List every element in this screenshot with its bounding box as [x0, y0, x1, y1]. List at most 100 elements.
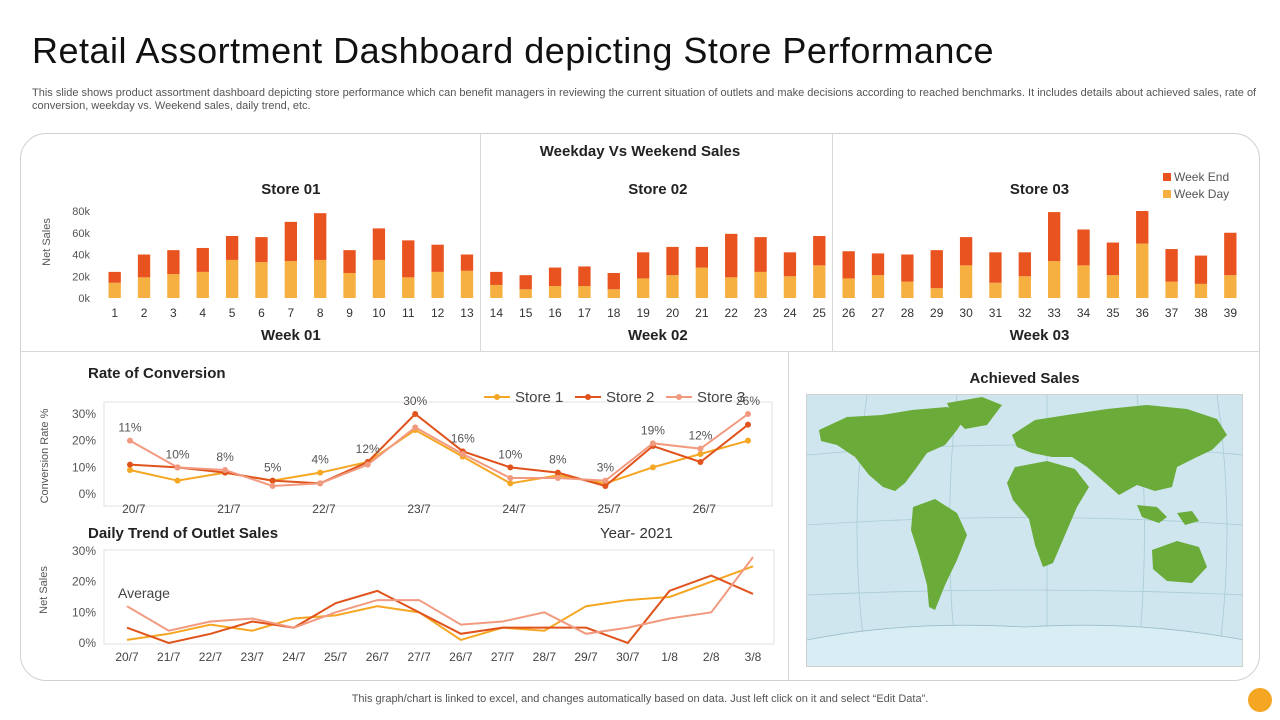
conversion-chart-title: Rate of Conversion	[88, 365, 226, 382]
bar-x-tick-label: 15	[519, 306, 533, 320]
trend-line-3	[126, 556, 754, 635]
continent-north-america	[819, 407, 967, 491]
bar-week-end-29	[930, 250, 943, 289]
bar-x-tick-label: 10	[372, 306, 386, 320]
bar-x-tick-label: 14	[490, 306, 504, 320]
bar-week-day-26	[842, 278, 855, 298]
bar-x-tick-label: 39	[1224, 306, 1238, 320]
world-map	[806, 394, 1243, 667]
legend-label-store-2: Store 2	[606, 389, 654, 406]
bar-x-tick-label: 25	[813, 306, 827, 320]
bar-week-day-17	[578, 286, 591, 298]
bar-y-tick-label: 0k	[78, 293, 90, 305]
bar-week-end-39	[1224, 232, 1237, 276]
bar-y-tick-label: 60k	[72, 228, 90, 240]
conversion-point	[317, 480, 324, 487]
conversion-x-tick-label: 24/7	[502, 502, 526, 516]
bar-x-tick-label: 34	[1077, 306, 1091, 320]
bar-week-end-31	[989, 252, 1002, 283]
conversion-data-label: 10%	[166, 447, 190, 461]
bar-week-end-5	[225, 236, 239, 260]
conversion-line-store-3	[129, 413, 749, 488]
conversion-data-label: 19%	[641, 423, 665, 437]
bar-week-day-7	[284, 261, 297, 298]
trend-chart-title: Daily Trend of Outlet Sales	[88, 525, 278, 542]
trend-x-tick-label: 22/7	[199, 650, 223, 664]
bar-week-end-2	[137, 254, 151, 278]
bar-week-end-7	[284, 221, 297, 262]
conversion-point	[269, 483, 276, 489]
bar-x-tick-label: 27	[871, 306, 885, 320]
bar-x-tick-label: 20	[666, 306, 680, 320]
conversion-point	[745, 437, 751, 444]
page-title: Retail Assortment Dashboard depicting St…	[32, 30, 994, 71]
bar-week-day-35	[1106, 275, 1120, 298]
trend-x-tick-label: 21/7	[157, 650, 181, 664]
bar-week-end-28	[901, 254, 914, 282]
bar-week-day-5	[225, 259, 239, 298]
trend-x-tick-label: 20/7	[115, 650, 139, 664]
continent-antarctica	[807, 625, 1242, 666]
bar-week-day-22	[725, 277, 738, 298]
week-group-label: Week 02	[628, 327, 688, 344]
bar-x-tick-label: 26	[842, 306, 856, 320]
bar-week-day-14	[490, 284, 503, 298]
bar-x-tick-label: 11	[402, 306, 415, 320]
bar-week-end-11	[402, 240, 415, 278]
bar-week-end-37	[1165, 249, 1178, 282]
bar-x-tick-label: 30	[959, 306, 973, 320]
bar-week-day-10	[372, 259, 386, 298]
conversion-point	[507, 464, 514, 471]
bar-week-day-18	[607, 289, 620, 298]
bar-x-tick-label: 12	[431, 306, 445, 320]
conversion-data-label: 8%	[216, 450, 234, 464]
bar-week-day-32	[1018, 276, 1031, 298]
trend-x-tick-label: 2/8	[703, 650, 720, 664]
conversion-point	[649, 464, 656, 471]
bar-x-tick-label: 37	[1165, 306, 1179, 320]
trend-line-2	[126, 574, 754, 645]
legend-label-store-1: Store 1	[515, 389, 563, 406]
bar-x-tick-label: 29	[930, 306, 944, 320]
bar-chart-title: Weekday Vs Weekend Sales	[540, 143, 740, 160]
bar-week-end-9	[343, 250, 356, 273]
bar-week-day-11	[402, 277, 415, 298]
conversion-y-tick-label: 30%	[72, 407, 96, 421]
conversion-point	[412, 411, 419, 417]
bar-week-day-33	[1048, 261, 1061, 298]
conversion-y-tick-label: 0%	[79, 487, 97, 501]
conversion-point	[602, 477, 609, 484]
bar-week-day-29	[930, 288, 943, 298]
bar-week-day-24	[783, 276, 797, 298]
conversion-x-tick-label: 25/7	[598, 502, 622, 516]
bar-week-day-3	[167, 274, 180, 298]
legend-label-week-end: Week End	[1174, 170, 1229, 184]
bar-week-day-20	[666, 275, 679, 298]
conversion-point	[269, 477, 276, 484]
conversion-point	[459, 451, 466, 457]
bar-week-day-15	[519, 289, 532, 298]
bar-week-day-12	[431, 271, 444, 298]
conversion-point	[507, 480, 514, 487]
conversion-point	[174, 464, 181, 471]
conversion-data-label: 8%	[549, 453, 567, 467]
bar-week-end-16	[548, 267, 562, 287]
page-subtitle: This slide shows product assortment dash…	[32, 87, 1257, 112]
bar-week-end-1	[108, 271, 121, 283]
bar-x-tick-label: 9	[346, 306, 353, 320]
conversion-data-label: 4%	[311, 453, 329, 467]
continent-australia	[1152, 541, 1207, 583]
bar-week-end-36	[1136, 211, 1149, 244]
bar-y-tick-label: 40k	[72, 250, 90, 262]
conversion-point	[127, 467, 133, 473]
conversion-point	[174, 477, 181, 484]
conversion-point	[364, 461, 371, 468]
trend-plot-frame	[103, 549, 775, 645]
bar-week-day-37	[1165, 281, 1178, 298]
trend-y-tick-label: 10%	[72, 605, 96, 619]
conversion-data-label: 12%	[356, 442, 380, 456]
bar-chart-ylabel: Net Sales	[41, 218, 53, 266]
bar-week-end-35	[1106, 242, 1120, 276]
bar-x-tick-label: 16	[548, 306, 562, 320]
bar-week-day-36	[1136, 243, 1149, 298]
